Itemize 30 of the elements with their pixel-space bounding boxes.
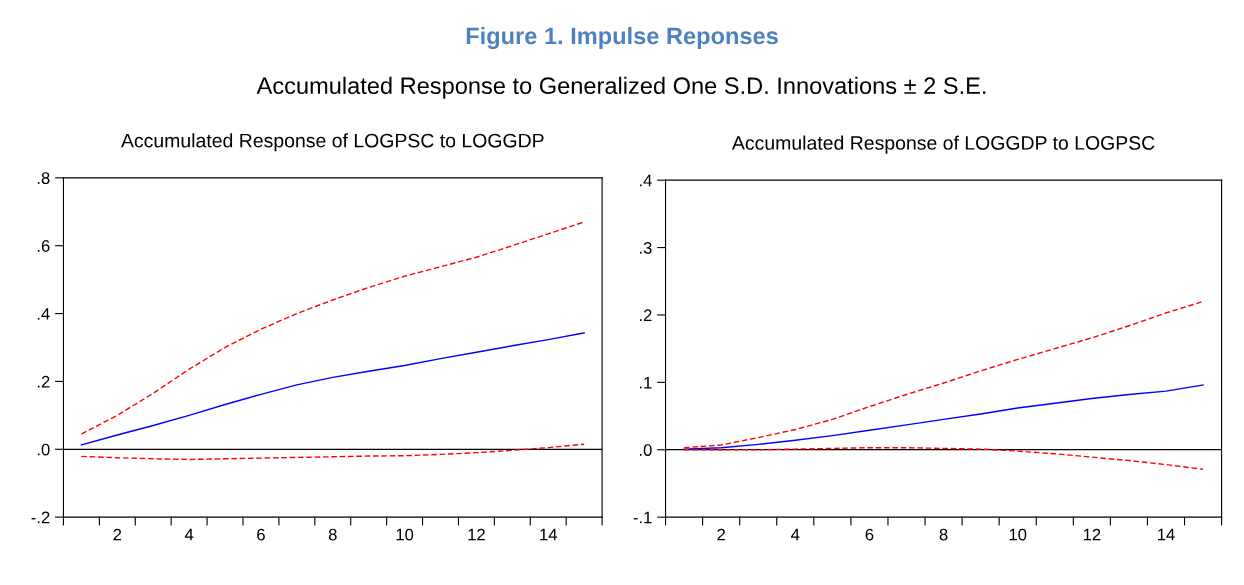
x-tick-label: 4	[184, 528, 194, 541]
x-tick-label: 8	[939, 528, 948, 541]
x-tick-label: 12	[1083, 528, 1101, 541]
x-tick-label: 14	[1158, 528, 1175, 541]
x-tick-label: 2	[717, 528, 725, 541]
y-tick-label: .8	[37, 172, 50, 185]
y-tick-label: -.2	[31, 511, 50, 524]
y-tick-label: .0	[37, 443, 50, 456]
caption: Figure 1. Impulse Reponses	[466, 26, 778, 50]
y-tick-label: .0	[639, 444, 652, 456]
y-tick-label: .2	[37, 375, 50, 388]
y-tick-label: -.1	[633, 511, 652, 524]
x-tick-label: 2	[113, 528, 122, 541]
x-tick-label: 10	[1009, 528, 1027, 541]
x-tick-label: 6	[257, 528, 265, 541]
x-tick-label: 6	[865, 528, 874, 541]
y-tick-label: .2	[639, 309, 652, 321]
y-tick-label: .4	[639, 174, 652, 187]
x-tick-label: 14	[540, 528, 558, 541]
y-tick-label: .3	[639, 241, 652, 254]
text: Accumulated Response to Generalized One S.D. Innovations ± 2 S.E.	[256, 76, 986, 99]
chart-title: Accumulated Response of LOGGDP to LOGPSC	[731, 135, 1155, 154]
x-tick-label: 10	[396, 528, 414, 541]
y-tick-label: .4	[37, 308, 50, 320]
x-tick-label: 12	[468, 528, 485, 541]
x-tick-label: 4	[791, 528, 800, 541]
y-tick-label: .6	[37, 240, 50, 252]
x-tick-label: 8	[328, 528, 337, 541]
y-tick-label: .1	[639, 376, 652, 389]
chart-title: Accumulated Response of LOGPSC to LOGGDP	[120, 133, 544, 152]
